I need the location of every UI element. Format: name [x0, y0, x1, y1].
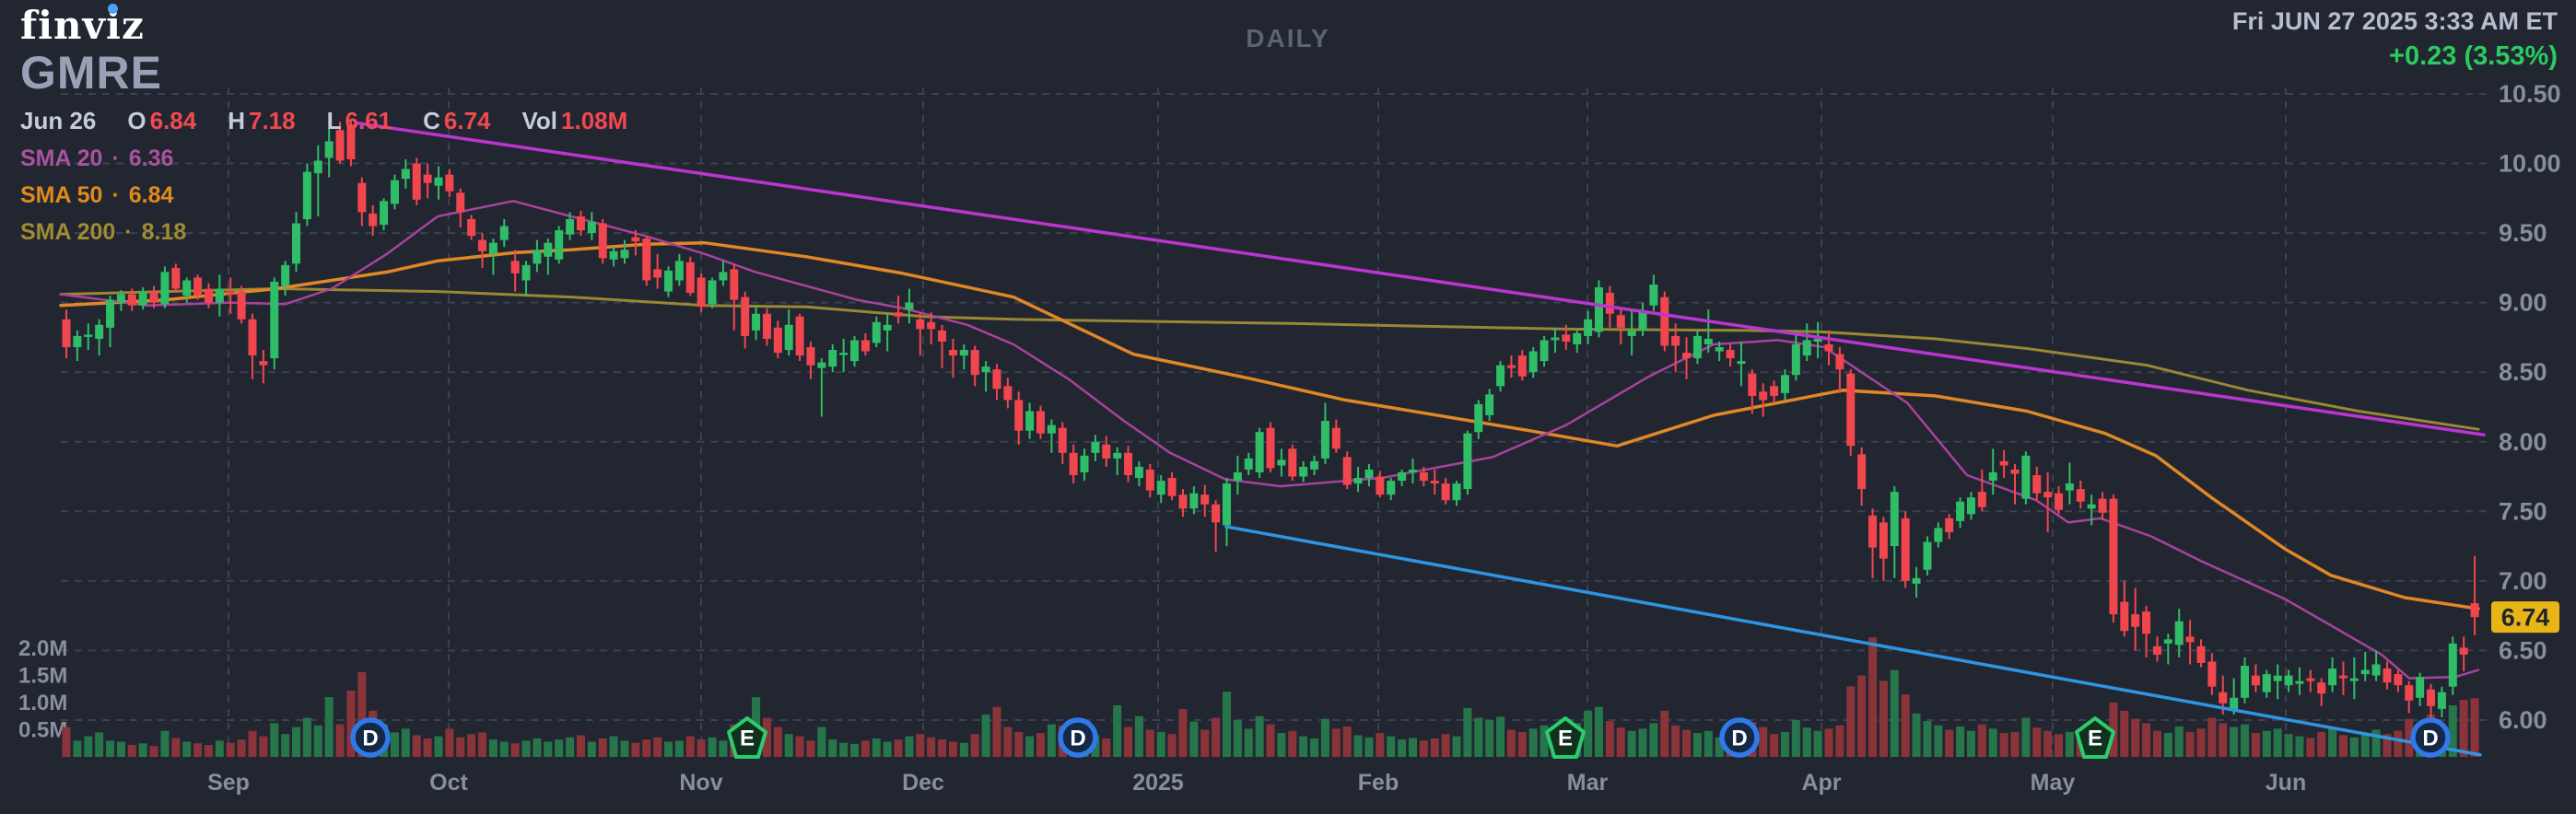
earnings-badge[interactable]: E: [2075, 716, 2115, 759]
svg-text:Dec: Dec: [902, 770, 944, 796]
dividend-badge[interactable]: D: [1058, 717, 1098, 758]
volume-axis-labels: 2.0M 1.5M1.0M 0.5M: [18, 636, 67, 743]
svg-text:6.00: 6.00: [2499, 706, 2547, 734]
candles-layer: [62, 120, 2479, 720]
ohlc-volume: Vol 1.08M: [521, 107, 628, 134]
svg-text:6.50: 6.50: [2499, 636, 2547, 664]
svg-text:6.74: 6.74: [2501, 604, 2550, 632]
logo-text: finv: [20, 3, 106, 48]
sma200-line: [59, 287, 2480, 431]
svg-text:Sep: Sep: [207, 770, 250, 796]
svg-text:7.00: 7.00: [2499, 567, 2547, 595]
month-labels: Sep Oct Nov Dec 2025 Feb Mar Apr May Jun: [207, 770, 2306, 796]
svg-text:9.00: 9.00: [2499, 289, 2547, 317]
datetime-label: Fri JUN 27 2025 3:33 AM ET: [2231, 7, 2558, 35]
svg-text:Oct: Oct: [429, 770, 468, 796]
dividend-badge[interactable]: D: [1719, 717, 1760, 758]
ohlc-close: C 6.74: [423, 107, 491, 134]
price-change-label: +0.23 (3.53%): [2389, 41, 2558, 71]
svg-text:D: D: [362, 727, 378, 751]
svg-text:1.0M: 1.0M: [18, 691, 67, 715]
price-gridlines: [61, 93, 2488, 721]
svg-text:2.0M: 2.0M: [18, 636, 67, 661]
price-axis-labels: 10.50 10.00 9.50 9.00 8.50 8.00 7.50 7.00 6.50 6.…: [2499, 80, 2561, 734]
svg-text:D: D: [1731, 727, 1747, 751]
svg-text:10.00: 10.00: [2499, 150, 2561, 178]
sma50-legend: SMA 50 · 6.84: [20, 182, 174, 208]
logo-blue-dot-i: i: [105, 3, 122, 48]
svg-text:0.5M: 0.5M: [18, 718, 67, 743]
svg-text:D: D: [2422, 727, 2438, 751]
svg-text:7.50: 7.50: [2499, 497, 2547, 525]
svg-text:2025: 2025: [1132, 770, 1184, 796]
svg-text:1.5M: 1.5M: [18, 664, 67, 689]
dividend-badge[interactable]: D: [350, 717, 391, 758]
ohlc-low: L 6.61: [326, 107, 392, 134]
svg-text:D: D: [1070, 727, 1085, 751]
svg-text:10.50: 10.50: [2499, 80, 2561, 108]
trendline-lower-support[interactable]: [1224, 525, 2482, 757]
svg-text:8.00: 8.00: [2499, 428, 2547, 456]
header-right: Fri JUN 27 2025 3:33 AM ET +0.23 (3.53%): [2232, 7, 2558, 72]
chart-header: finviz GMRE Jun 26 O 6.84 H 7.18 L 6.61 C 6.…: [20, 6, 627, 246]
sma20-legend: SMA 20 · 6.36: [20, 145, 174, 171]
dividend-badge[interactable]: D: [2410, 717, 2451, 758]
svg-text:May: May: [2031, 770, 2076, 796]
earnings-badge[interactable]: E: [727, 716, 767, 759]
trendline-upper-resistance[interactable]: [356, 121, 2486, 436]
svg-text:E: E: [1558, 727, 1573, 751]
month-gridlines: [228, 87, 2287, 757]
svg-text:E: E: [2088, 727, 2102, 751]
ticker-symbol: GMRE: [20, 47, 162, 99]
logo-text-end: z: [121, 3, 145, 48]
svg-text:Mar: Mar: [1567, 770, 1609, 796]
current-price-badge: 6.74: [2491, 601, 2559, 634]
svg-text:Jun: Jun: [2266, 770, 2306, 796]
finviz-logo[interactable]: finviz: [20, 6, 627, 46]
volume-bars: [62, 637, 2479, 757]
ohlc-open: O 6.84: [127, 107, 197, 134]
svg-text:E: E: [740, 727, 755, 751]
svg-text:8.50: 8.50: [2499, 358, 2547, 386]
ohlc-readout: Jun 26 O 6.84 H 7.18 L 6.61 C 6.74 Vol 1.08M: [20, 107, 627, 135]
sma200-legend: SMA 200 · 8.18: [20, 219, 187, 245]
svg-text:Feb: Feb: [1358, 770, 1399, 796]
svg-text:Apr: Apr: [1801, 770, 1841, 796]
svg-text:9.50: 9.50: [2499, 219, 2547, 247]
sma50-line: [59, 240, 2480, 610]
ohlc-high: H 7.18: [228, 107, 296, 134]
timeframe-label: DAILY: [1246, 24, 1330, 52]
svg-text:Nov: Nov: [679, 770, 722, 796]
ohlc-date: Jun 26: [20, 107, 97, 134]
earnings-badge[interactable]: E: [1545, 716, 1586, 759]
